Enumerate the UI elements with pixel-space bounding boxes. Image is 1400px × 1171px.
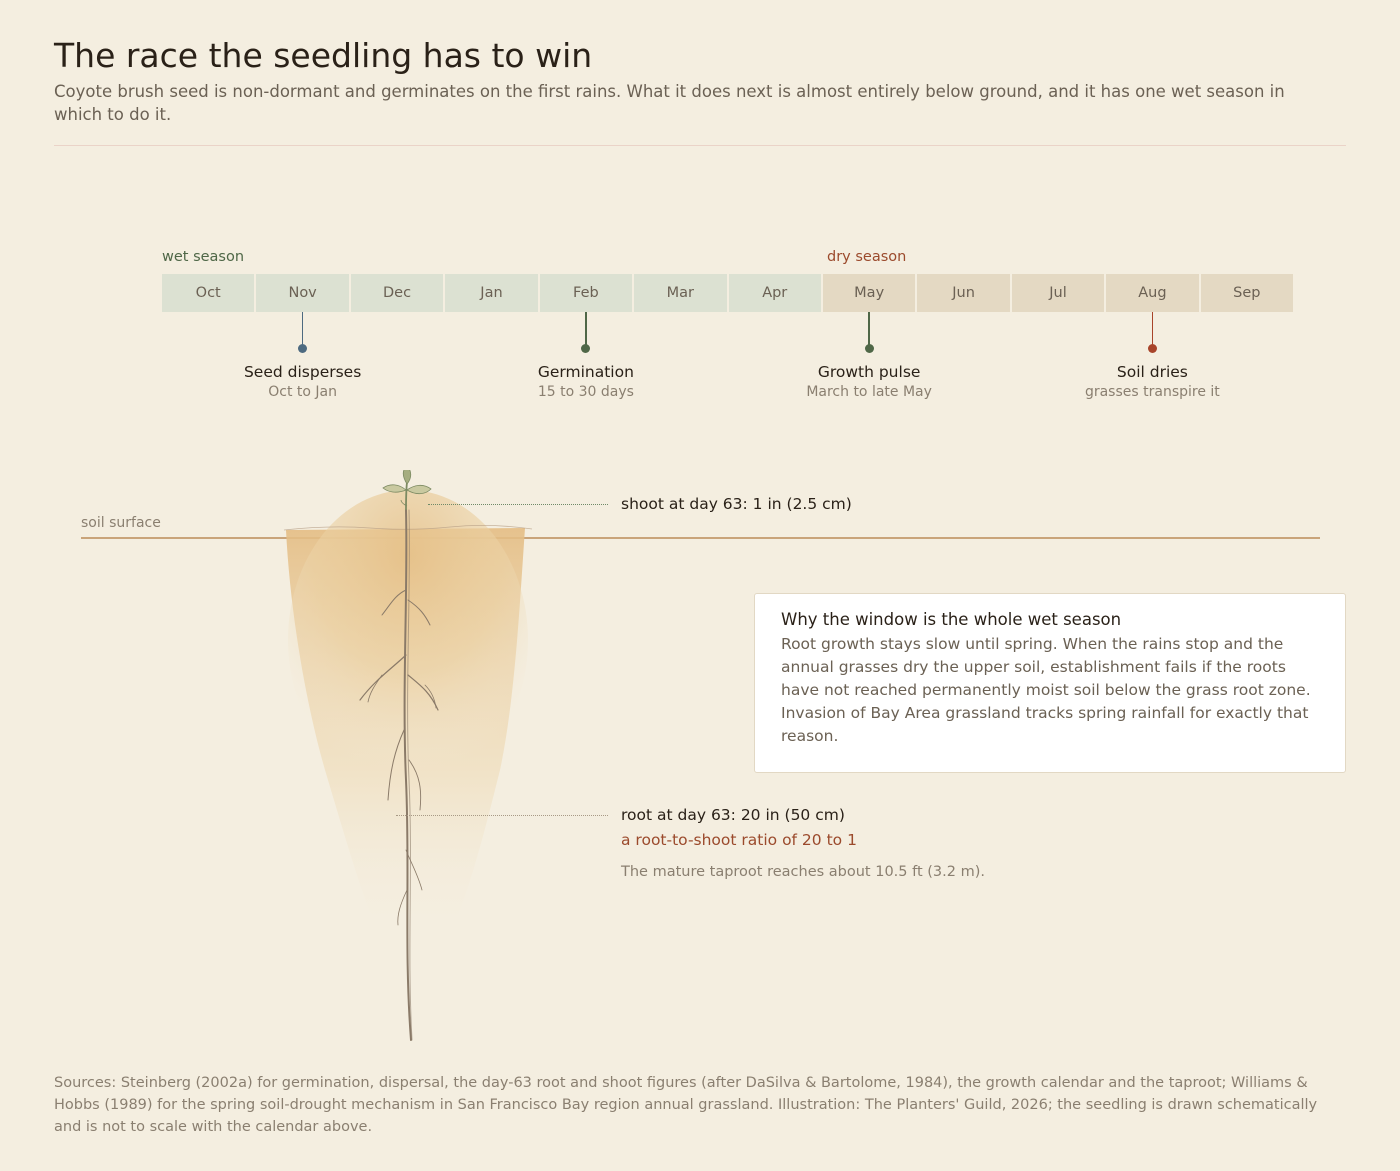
month-cell-dec: Dec <box>350 274 444 312</box>
month-cell-mar: Mar <box>634 274 727 312</box>
soil-surface-line <box>81 537 1320 539</box>
card-title: Why the window is the whole wet season <box>781 610 1122 629</box>
seedling-illustration <box>283 470 533 1041</box>
event-label: Germination <box>537 363 634 381</box>
month-cell-jan: Jan <box>445 274 538 312</box>
taproot <box>359 509 439 1041</box>
event-stem <box>868 312 870 345</box>
event-sublabel: 15 to 30 days <box>537 384 634 400</box>
month-cell-aug: Aug <box>1106 274 1199 312</box>
root-annotation: root at day 63: 20 in (50 cm) <box>621 806 845 824</box>
event-sublabel: grasses transpire it <box>1084 384 1220 400</box>
event-dot <box>298 344 308 353</box>
page-title: The race the seedling has to win <box>54 36 593 75</box>
header-divider <box>54 145 1346 146</box>
event-dot <box>864 344 874 353</box>
month-cell-jun: Jun <box>917 274 1010 312</box>
event-dot <box>581 344 591 353</box>
month-cell-oct: Oct <box>162 274 255 312</box>
event-marker: Seed disperses Oct to Jan <box>183 312 423 400</box>
event-label: Growth pulse <box>817 363 921 381</box>
event-marker: Soil dries grasses transpire it <box>1032 312 1272 400</box>
event-stem <box>585 312 587 345</box>
shoot-annotation: shoot at day 63: 1 in (2.5 cm) <box>621 495 852 513</box>
shoot-leader-line <box>428 504 608 505</box>
seedling-shoot <box>382 470 432 511</box>
month-cell-may: May <box>822 274 916 312</box>
soil-surface-label: soil surface <box>81 515 161 531</box>
month-cell-sep: Sep <box>1200 274 1294 312</box>
event-dot <box>1147 344 1157 353</box>
taproot-annotation: The mature taproot reaches about 10.5 ft… <box>621 864 985 880</box>
month-cell-feb: Feb <box>539 274 633 312</box>
event-marker: Germination 15 to 30 days <box>466 312 706 400</box>
page-subtitle: Coyote brush seed is non-dormant and ger… <box>54 82 1285 124</box>
month-cell-apr: Apr <box>728 274 821 312</box>
event-marker: Growth pulse March to late May <box>749 312 989 400</box>
explanation-card: Why the window is the whole wet season R… <box>754 593 1346 773</box>
event-stem <box>1151 312 1154 345</box>
event-sublabel: Oct to Jan <box>268 384 337 400</box>
month-cell-nov: Nov <box>256 274 349 312</box>
event-sublabel: March to late May <box>806 384 932 400</box>
root-leader-line <box>396 815 608 816</box>
event-label: Soil dries <box>1116 363 1188 381</box>
ratio-annotation: a root-to-shoot ratio of 20 to 1 <box>621 831 857 849</box>
month-cell-jul: Jul <box>1011 274 1105 312</box>
wet-season-label: wet season <box>162 249 245 265</box>
dry-season-label: dry season <box>827 249 907 265</box>
month-calendar-strip: Oct Nov Dec Jan Feb Mar Apr May Jun Jul Aug Sep <box>162 274 1294 312</box>
event-stem <box>301 312 304 345</box>
card-body: Root growth stays slow until spring. Whe… <box>781 635 1311 745</box>
event-label: Seed disperses <box>243 363 362 381</box>
sources-note: Sources: Steinberg (2002a) for germinati… <box>54 1075 1318 1135</box>
